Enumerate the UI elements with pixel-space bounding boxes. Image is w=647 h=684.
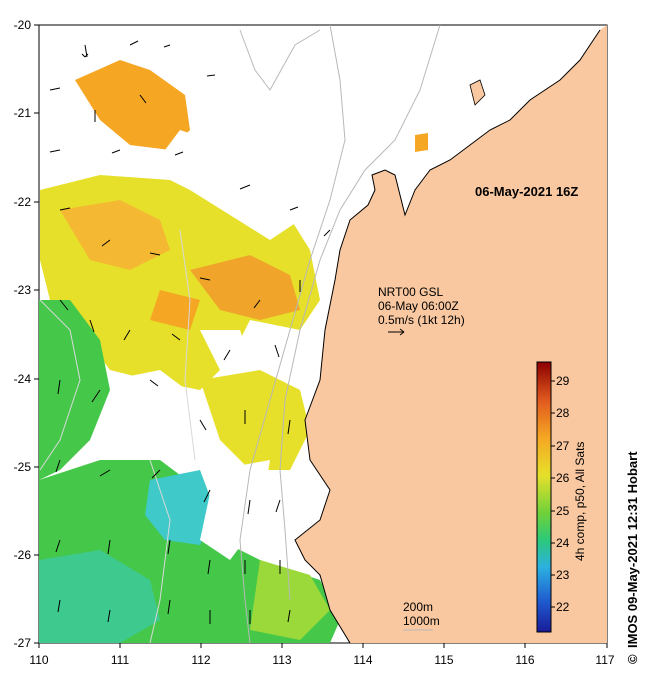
x-tick-label: 117 <box>595 653 614 667</box>
y-tick-label: -24 <box>14 372 32 386</box>
colorbar-tick: 23 <box>556 568 570 582</box>
colorbar-tick: 22 <box>556 600 570 614</box>
current-model-line1: NRT00 GSL <box>378 285 443 299</box>
isobath-label-1000: 1000m <box>403 614 440 628</box>
island <box>469 79 486 106</box>
sst-patch-orange-3 <box>150 290 200 330</box>
sst-contour-2 <box>149 459 171 643</box>
x-tick-label: 110 <box>29 653 48 667</box>
isobath-label-200: 200m <box>403 600 433 614</box>
y-tick-label: -23 <box>14 283 32 297</box>
y-axis: -20 -21 -22 -23 -24 -25 -26 -27 <box>14 18 39 650</box>
coastline <box>294 29 601 643</box>
x-tick-label: 115 <box>434 653 453 667</box>
colorbar-tick: 27 <box>556 439 570 453</box>
sst-patch-inlet <box>415 133 428 152</box>
y-tick-label: -25 <box>14 460 32 474</box>
colorbar-tick: 25 <box>556 504 570 518</box>
x-tick-label: 112 <box>191 653 210 667</box>
no-data-gap-3 <box>200 460 270 560</box>
x-axis: 110 111 112 113 114 115 116 117 <box>29 643 615 667</box>
sst-field <box>39 25 607 643</box>
x-tick-label: 113 <box>272 653 291 667</box>
sst-patch-teal <box>39 550 160 643</box>
timestamp-label: 06-May-2021 16Z <box>475 184 578 199</box>
y-tick-label: -22 <box>14 195 32 209</box>
credit-text: IMOS 09-May-2021 12:31 Hobart <box>625 451 640 648</box>
current-vectors <box>49 40 331 624</box>
colorbar-tick: 26 <box>556 471 570 485</box>
sst-patch-green-west <box>39 300 110 480</box>
y-tick-label: -27 <box>14 636 32 650</box>
reference-arrow-icon <box>388 328 405 336</box>
y-tick-label: -26 <box>14 548 32 562</box>
sst-patch-orange-2 <box>190 255 300 320</box>
colorbar-gradient <box>536 361 552 633</box>
colorbar-tick: 24 <box>556 536 570 550</box>
isobath-200m <box>279 25 441 601</box>
no-data-gap-2 <box>110 370 200 440</box>
current-model-line3: 0.5m/s (1kt 12h) <box>378 313 465 327</box>
x-tick-label: 116 <box>515 653 534 667</box>
sst-patch-lower <box>200 370 310 470</box>
colorbar-label: 4h comp, p50, All Sats <box>573 442 587 561</box>
colorbar: 29 28 27 26 25 24 23 22 4h comp, p50, Al… <box>536 361 587 633</box>
colorbar-tick: 28 <box>556 406 570 420</box>
sst-patch-warm <box>75 60 190 150</box>
isobath-1000m <box>239 25 346 643</box>
sst-contour-3 <box>179 229 196 461</box>
no-data-gap-4 <box>200 330 250 370</box>
copyright-symbol: © <box>625 654 640 664</box>
y-tick-label: -20 <box>14 18 32 32</box>
x-tick-label: 111 <box>111 653 130 667</box>
colorbar-tick: 29 <box>556 374 570 388</box>
sst-contour-1 <box>39 299 81 471</box>
x-tick-label: 114 <box>353 653 372 667</box>
sst-patch-orange-1 <box>60 200 170 270</box>
current-model-line2: 06-May 06:00Z <box>378 299 459 313</box>
y-tick-label: -21 <box>14 106 32 120</box>
no-data-gap-1 <box>150 130 300 240</box>
isobath-200m-north <box>239 29 321 91</box>
sst-patch-cyan <box>145 470 215 545</box>
